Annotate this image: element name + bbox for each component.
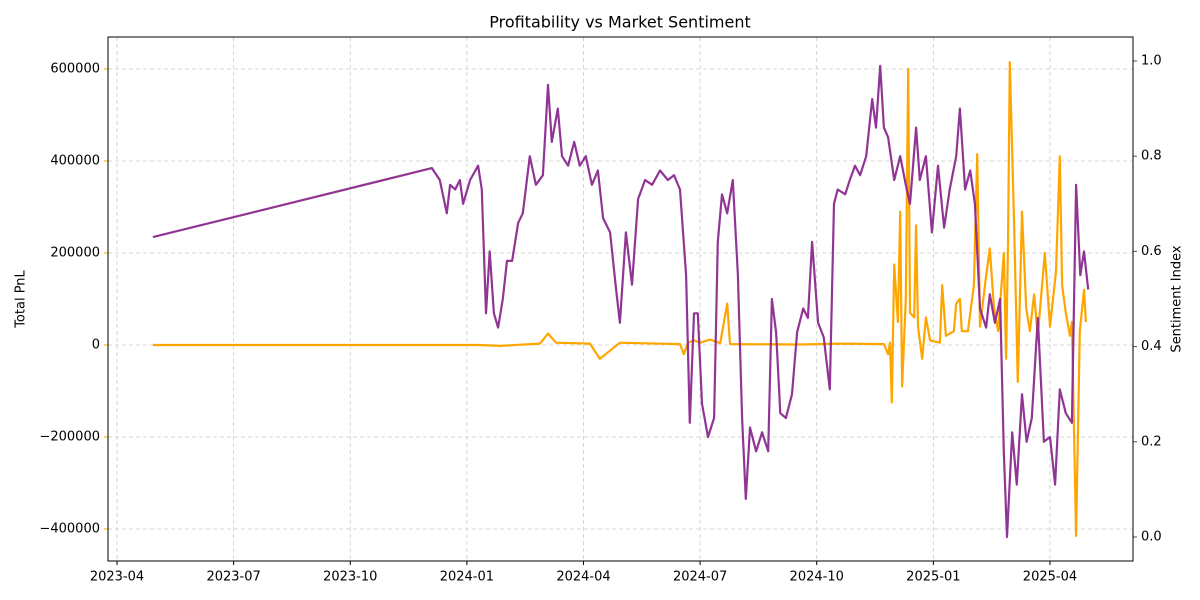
y2-tick-label: 0.4 <box>1141 339 1162 354</box>
y-tick-label: 200000 <box>50 245 100 260</box>
plot-frame <box>107 36 1134 562</box>
x-tick-label: 2023-10 <box>323 570 377 585</box>
y-tick-label: −200000 <box>39 430 100 445</box>
x-tick-label: 2024-01 <box>440 570 494 585</box>
y-tick-label: −400000 <box>39 522 100 537</box>
series-line <box>152 64 1090 539</box>
y2-tick-label: 0.0 <box>1141 530 1162 545</box>
y2-tick-label: 0.2 <box>1141 434 1162 449</box>
y2-tick-label: 1.0 <box>1141 53 1162 68</box>
series-line <box>152 61 1087 537</box>
x-tick-label: 2024-04 <box>556 570 610 585</box>
y2-tick-label: 0.6 <box>1141 244 1162 259</box>
y-tick-label: 0 <box>92 338 100 353</box>
y2-tick-label: 0.8 <box>1141 149 1162 164</box>
x-tick-label: 2025-01 <box>906 570 960 585</box>
x-tick-label: 2024-10 <box>790 570 844 585</box>
x-tick-label: 2023-04 <box>90 570 144 585</box>
chart-title: Profitability vs Market Sentiment <box>489 13 751 32</box>
y-tick-label: 600000 <box>50 61 100 76</box>
y2-axis-label: Sentiment Index <box>1170 245 1185 352</box>
x-tick-label: 2025-04 <box>1023 570 1077 585</box>
x-tick-label: 2023-07 <box>206 570 260 585</box>
y-tick-label: 400000 <box>50 153 100 168</box>
y-axis-label: Total PnL <box>14 269 29 328</box>
x-tick-label: 2024-07 <box>673 570 727 585</box>
